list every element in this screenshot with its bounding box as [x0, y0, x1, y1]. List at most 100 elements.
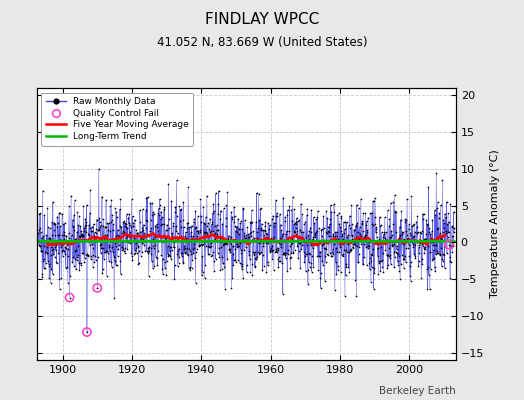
Point [331, 287, 339, 293]
Point [110, 295, 118, 301]
Point [344, 222, 353, 228]
Point [377, 243, 386, 250]
Point [379, 268, 388, 275]
Point [247, 207, 256, 214]
Point [253, 235, 261, 241]
Point [268, 247, 277, 254]
Point [71, 248, 79, 254]
Point [85, 236, 93, 243]
Point [381, 247, 389, 254]
Point [165, 216, 173, 222]
Point [194, 242, 203, 248]
Point [259, 240, 267, 246]
Point [422, 217, 431, 223]
Point [71, 247, 80, 253]
Point [150, 233, 159, 239]
Point [372, 229, 380, 236]
Point [409, 234, 418, 240]
Point [449, 241, 457, 248]
Point [128, 253, 136, 259]
Point [365, 239, 374, 246]
Point [279, 249, 288, 256]
Point [283, 211, 292, 218]
Point [43, 250, 51, 256]
Point [111, 205, 119, 212]
Point [185, 224, 194, 230]
Point [228, 242, 237, 249]
Point [350, 241, 358, 247]
Point [422, 221, 431, 228]
Point [192, 228, 201, 234]
Point [121, 245, 129, 252]
Point [326, 216, 334, 222]
Point [421, 235, 430, 242]
Point [41, 265, 49, 271]
Point [228, 274, 236, 281]
Point [171, 208, 179, 215]
Point [91, 234, 100, 240]
Point [235, 231, 244, 237]
Point [173, 263, 182, 270]
Point [430, 242, 439, 248]
Point [266, 247, 275, 254]
Point [194, 213, 202, 219]
Point [173, 251, 182, 258]
Point [186, 267, 194, 274]
Point [61, 244, 70, 250]
Point [163, 221, 171, 228]
Point [269, 220, 278, 226]
Point [210, 268, 219, 274]
Point [225, 246, 234, 252]
Point [131, 237, 139, 244]
Point [208, 221, 216, 228]
Point [237, 218, 245, 224]
Point [145, 273, 153, 279]
Point [66, 294, 74, 301]
Point [93, 285, 102, 291]
Point [445, 219, 453, 225]
Point [375, 258, 383, 264]
Point [166, 248, 174, 255]
Point [310, 220, 319, 226]
Point [285, 234, 293, 240]
Point [236, 246, 245, 253]
Point [374, 253, 382, 260]
Point [138, 228, 146, 234]
Point [418, 241, 426, 248]
Point [436, 251, 444, 257]
Point [74, 222, 82, 229]
Point [172, 213, 181, 220]
Point [317, 226, 325, 233]
Point [227, 208, 235, 215]
Point [219, 259, 227, 266]
Point [248, 272, 256, 278]
Point [113, 214, 121, 220]
Point [420, 250, 429, 256]
Point [376, 258, 385, 264]
Point [166, 244, 174, 250]
Point [88, 238, 96, 244]
Point [176, 206, 184, 213]
Point [133, 230, 141, 236]
Point [135, 228, 144, 235]
Point [198, 272, 206, 278]
Point [277, 243, 285, 250]
Point [239, 233, 248, 240]
Point [321, 278, 329, 284]
Point [174, 248, 182, 254]
Point [361, 234, 369, 240]
Point [118, 244, 127, 250]
Point [184, 184, 192, 190]
Point [206, 240, 215, 246]
Point [301, 218, 310, 225]
Point [271, 249, 279, 255]
Point [417, 275, 425, 281]
Point [433, 199, 442, 205]
Point [60, 220, 69, 226]
Point [436, 230, 444, 236]
Point [84, 252, 92, 258]
Point [359, 261, 368, 267]
Point [89, 245, 97, 251]
Point [311, 232, 319, 238]
Point [128, 257, 136, 263]
